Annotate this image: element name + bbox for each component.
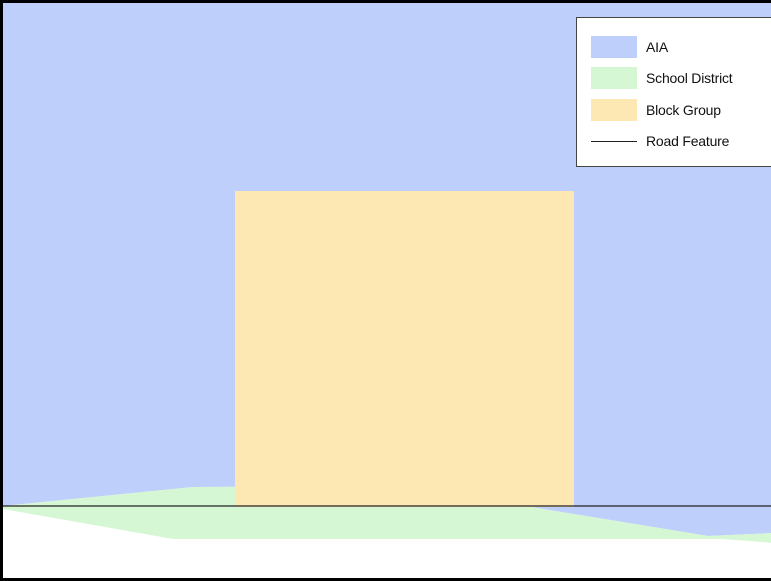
legend-item-road-feature: Road Feature bbox=[591, 130, 729, 152]
road-feature-swatch-line bbox=[591, 140, 637, 142]
legend-item-school-district: School District bbox=[591, 67, 733, 89]
aia-swatch bbox=[591, 36, 637, 58]
legend-label-school-district: School District bbox=[646, 70, 733, 86]
legend-item-block-group: Block Group bbox=[591, 99, 721, 121]
block-group-swatch bbox=[591, 99, 637, 121]
legend-label-block-group: Block Group bbox=[646, 102, 721, 118]
school-district-swatch bbox=[591, 67, 637, 89]
legend-label-road-feature: Road Feature bbox=[646, 133, 730, 149]
school-district-area[interactable] bbox=[3, 486, 771, 543]
block-group-area[interactable] bbox=[235, 191, 574, 507]
legend-item-aia: AIA bbox=[591, 36, 668, 58]
legend-label-aia: AIA bbox=[646, 39, 668, 55]
map-legend: AIA School District Block Group Road Fea… bbox=[576, 17, 771, 167]
road-feature-swatch bbox=[591, 130, 637, 152]
